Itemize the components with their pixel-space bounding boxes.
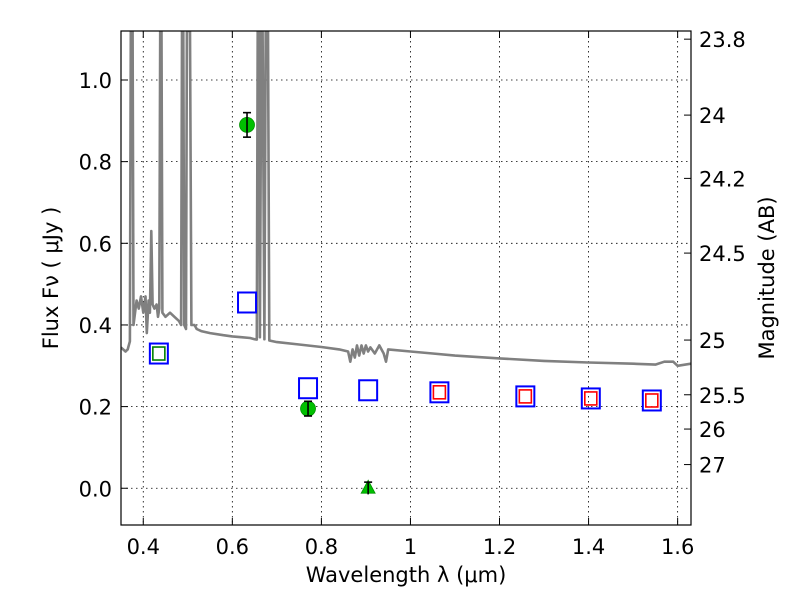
x-tick-label: 1 <box>404 535 417 559</box>
y-axis-label: Flux Fν ( μJy ) <box>39 207 63 350</box>
x-tick-label: 1.4 <box>572 535 605 559</box>
x-tick-label: 0.4 <box>127 535 160 559</box>
magnitude-tick-label: 24 <box>699 104 726 128</box>
x-tick-label: 0.6 <box>216 535 249 559</box>
magnitude-tick-label: 24.2 <box>699 167 746 191</box>
model-sed-path <box>121 31 691 368</box>
magnitude-tick-label: 24.5 <box>699 242 746 266</box>
axis-ticks: 0.4 0.6 0.8 1 1.2 1.4 1.6 0.0 0.2 0.4 0.6 0.8 1.0 23.… <box>79 28 746 559</box>
grid-lines <box>121 31 691 525</box>
y-tick-label: 1.0 <box>79 69 112 93</box>
observed-photometry-square <box>645 393 659 408</box>
magnitude-tick-label: 23.8 <box>699 28 746 52</box>
x-tick-label: 1.2 <box>483 535 516 559</box>
observed-photometry-square <box>518 389 533 404</box>
magnitude-tick-label: 27 <box>699 454 726 478</box>
y-tick-label: 0.2 <box>79 396 112 420</box>
observed-photometry-square <box>432 385 447 400</box>
model-photometry-square <box>515 385 536 408</box>
plot-frame <box>120 30 692 526</box>
photometry-markers <box>148 111 662 495</box>
model-photometry-square <box>429 381 450 404</box>
x-tick-label: 1.6 <box>661 535 694 559</box>
y-tick-label: 0.6 <box>79 232 112 256</box>
y-axis-right-label: Magnitude (AB) <box>755 196 779 359</box>
y-tick-label: 0.8 <box>79 151 112 175</box>
magnitude-tick-label: 25 <box>699 329 726 353</box>
x-axis-label: Wavelength λ (μm) <box>306 563 507 587</box>
magnitude-tick-label: 26 <box>699 418 726 442</box>
y-tick-label: 0.4 <box>79 314 112 338</box>
model-photometry-square <box>580 387 601 410</box>
model-photometry-square <box>298 377 319 400</box>
magnitude-tick-label: 25.5 <box>699 384 746 408</box>
model-photometry-square <box>148 342 169 365</box>
model-photometry-square <box>237 291 258 314</box>
observed-photometry-square <box>152 346 166 361</box>
observed-photometry-square <box>584 391 598 406</box>
model-photometry-square <box>641 389 662 412</box>
y-tick-label: 0.0 <box>79 477 112 501</box>
x-tick-label: 0.8 <box>305 535 338 559</box>
model-photometry-square <box>358 379 379 402</box>
model-sed-line <box>121 31 691 368</box>
